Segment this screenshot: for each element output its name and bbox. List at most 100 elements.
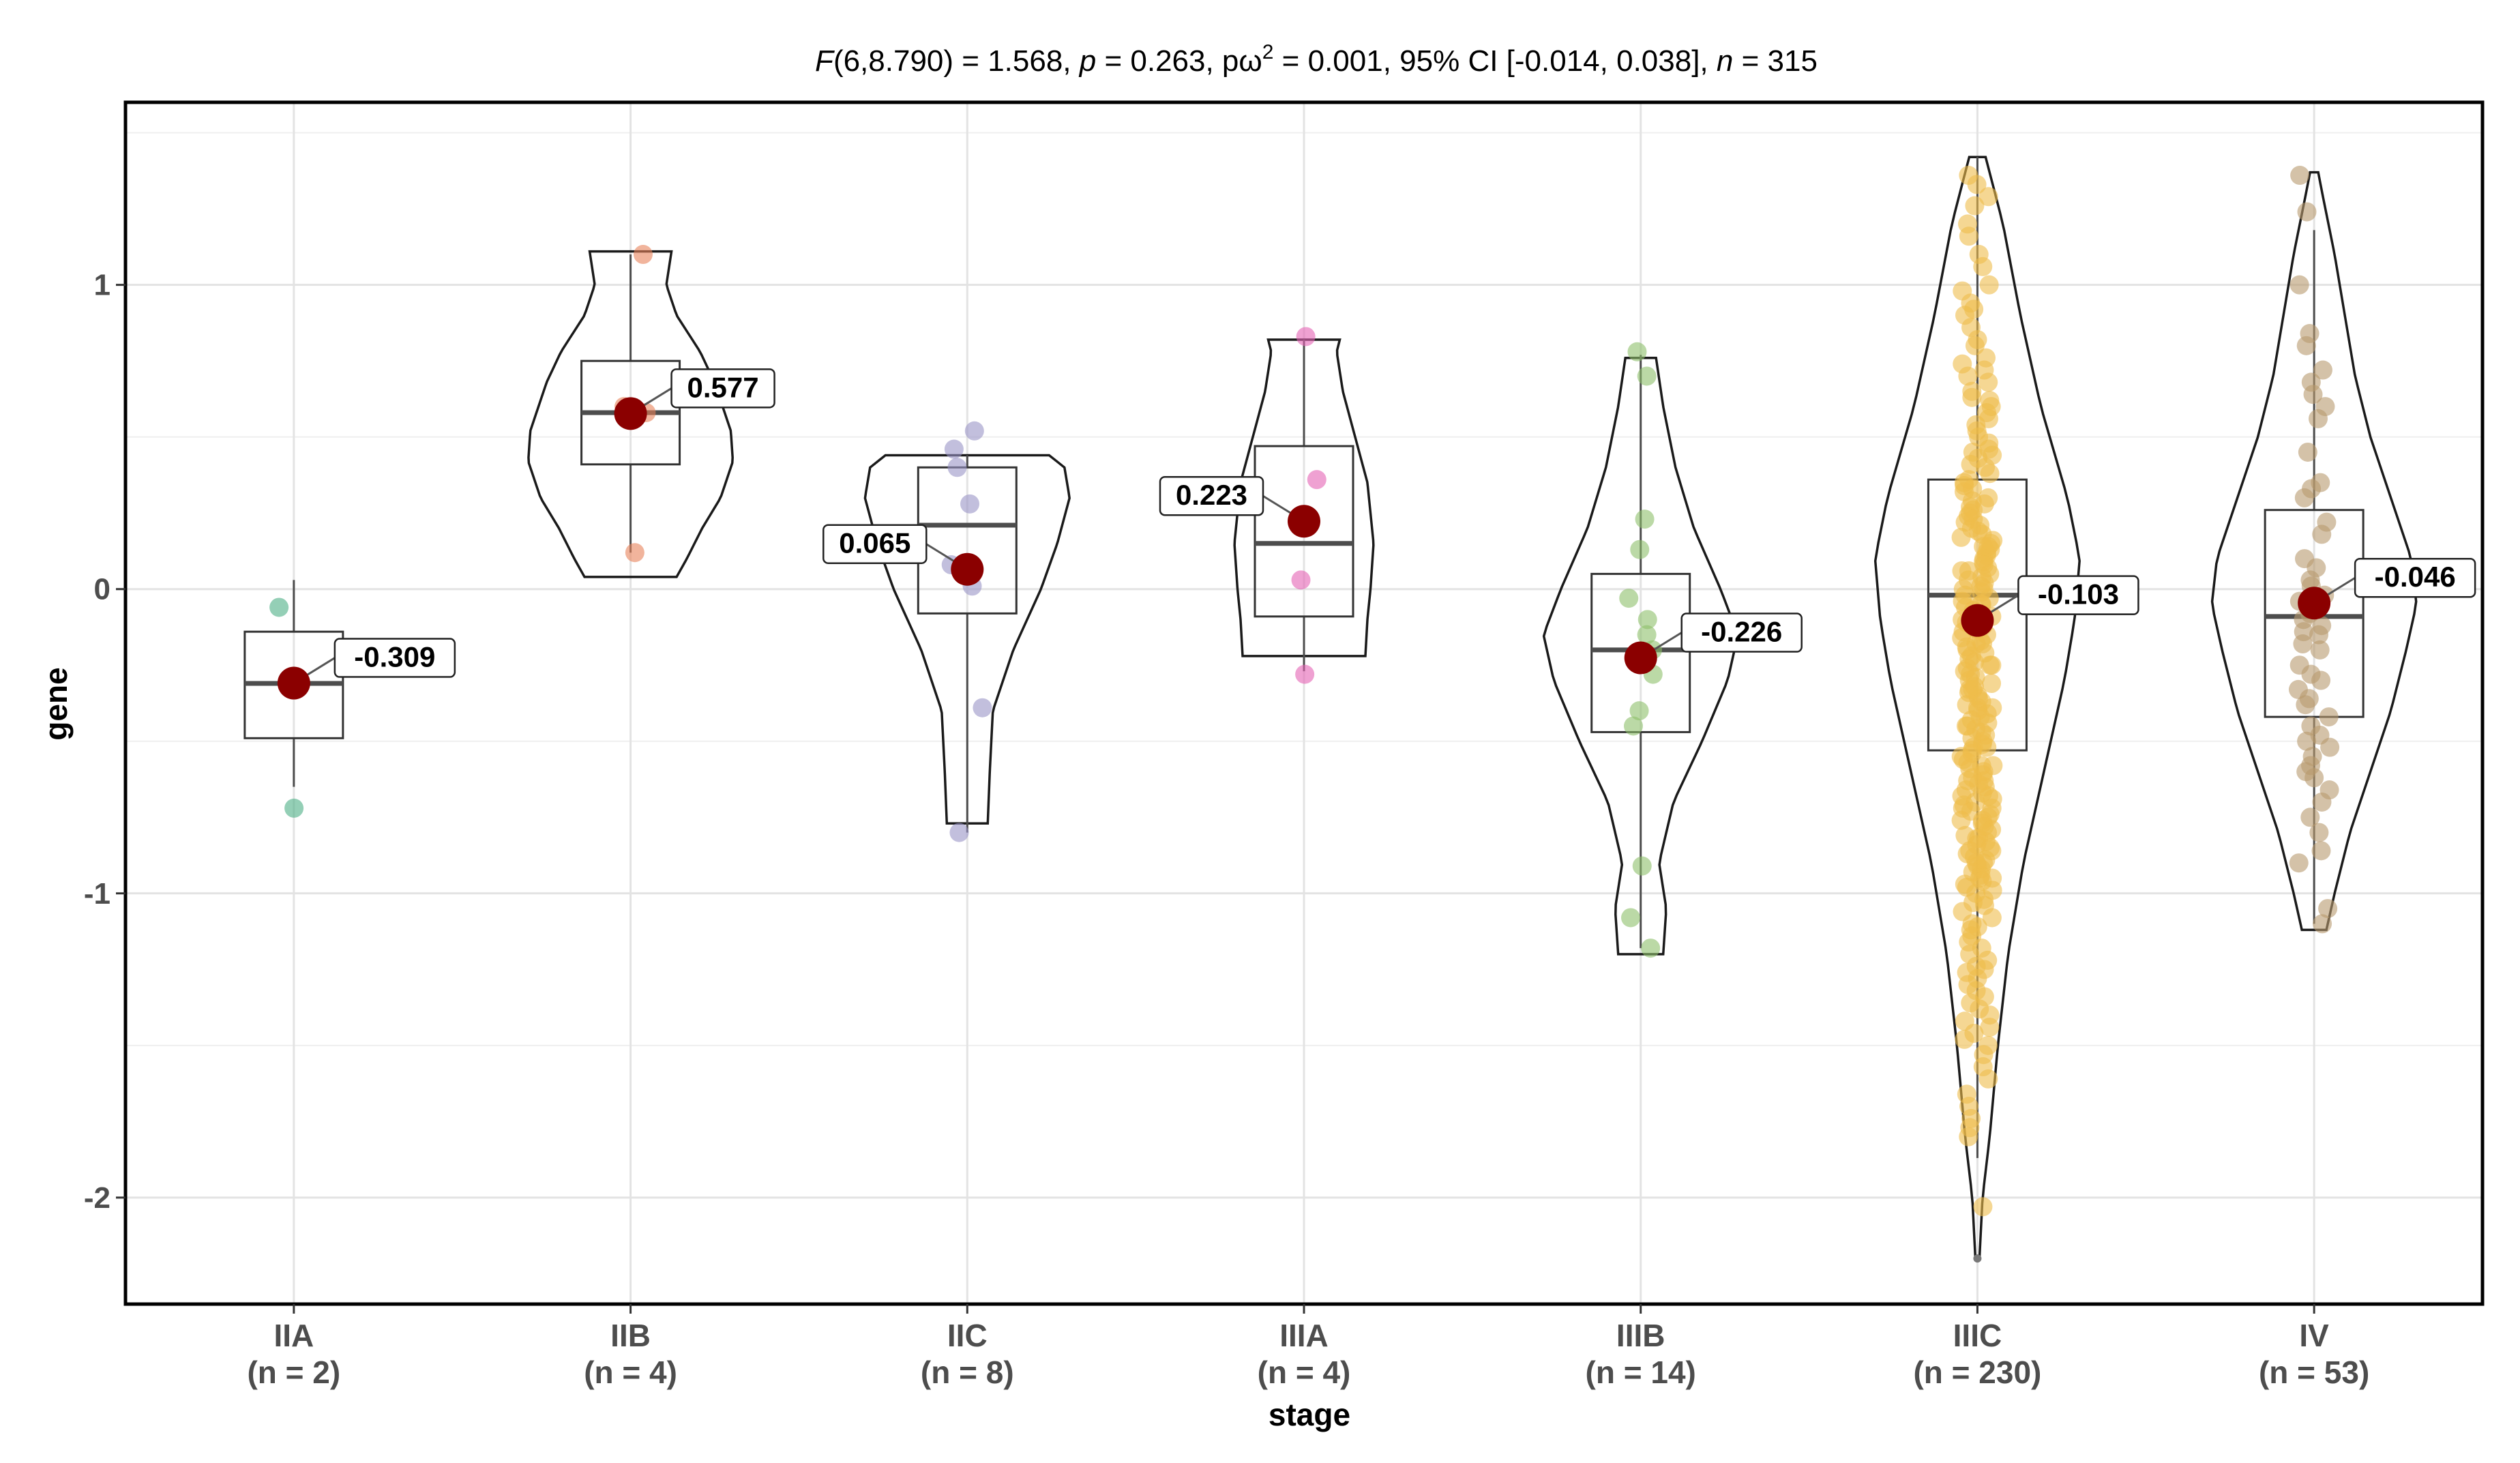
y-tick-label: -2: [84, 1181, 110, 1215]
violin-IIIB: [1542, 356, 1739, 956]
mean-label-box-IIIB: [1680, 612, 1803, 653]
data-point-IIIC: [1978, 187, 1998, 207]
data-point-IIIC: [1965, 336, 1985, 355]
data-point-IIIC: [1963, 679, 1983, 699]
mean-dot-IIIC: [1961, 604, 1994, 637]
data-point-IV: [2318, 899, 2338, 919]
data-point-IIIB: [1637, 625, 1657, 645]
mean-label-box-IIIC: [2017, 575, 2139, 615]
data-point-IIIC: [1983, 445, 2002, 465]
data-point-IIIB: [1621, 908, 1641, 928]
y-axis-ticks: -2 -1 0 1: [84, 269, 125, 1215]
mean-layer: -0.309 0.577 0.065 0.223 -0.226 -0.103 -0.046: [277, 368, 2476, 700]
effect-rest: = 0.001, 95% CI [-0.014, 0.038],: [1273, 44, 1716, 78]
data-point-IIIC: [1965, 196, 1985, 216]
data-point-IIC: [973, 698, 992, 718]
mean-label-IIIB: -0.226: [1701, 616, 1782, 648]
mean-label-IIIC: -0.103: [2038, 578, 2119, 610]
x-tick-count-label: (n = 4): [584, 1355, 677, 1390]
data-point-IIIB: [1619, 589, 1639, 608]
mean-label-box-IIIA: [1159, 475, 1264, 516]
x-tick-label: IIA: [273, 1318, 314, 1353]
data-point-IV: [2296, 695, 2315, 715]
mean-label-box-IIB: [670, 368, 775, 409]
violin-layer: [527, 156, 2418, 1260]
data-point-IV: [2320, 737, 2340, 757]
x-axis-title: stage: [1269, 1397, 1350, 1432]
data-point-IIIA: [1296, 327, 1316, 346]
data-point-IV: [2296, 762, 2316, 782]
data-point-IV: [2297, 731, 2317, 751]
data-point-IV: [2312, 792, 2332, 812]
box-IIIA: [1254, 445, 1354, 618]
x-tick-label: IIC: [947, 1318, 988, 1353]
x-tick-count-label: (n = 2): [247, 1355, 340, 1390]
data-point-IIIC: [1968, 917, 1987, 936]
data-point-IIIC: [1973, 1197, 1993, 1217]
mean-dot-IIA: [277, 666, 310, 700]
mean-dot-IIIB: [1624, 641, 1657, 675]
data-point-IIIC: [1982, 655, 2002, 675]
data-point-IIB: [625, 543, 644, 563]
data-point-IV: [2298, 442, 2317, 462]
data-point-IV: [2317, 512, 2337, 532]
x-tick-count-label: (n = 230): [1913, 1355, 2041, 1390]
data-point-IIIC: [1982, 908, 2002, 928]
data-point-IIIB: [1637, 610, 1657, 630]
mean-label-IIC: 0.065: [839, 527, 910, 559]
violin-IV: [2210, 171, 2418, 932]
data-point-IIIC: [1983, 698, 2002, 718]
mean-label-IIB: 0.577: [687, 371, 759, 403]
violin-IIIA: [1233, 338, 1375, 657]
data-point-IIIC: [1982, 798, 2002, 818]
data-point-IIIC: [1966, 853, 1986, 873]
data-point-IIA: [284, 798, 304, 818]
box-IV: [2264, 509, 2365, 718]
data-point-IV: [2296, 336, 2316, 355]
data-point-IIIC: [1978, 1069, 1998, 1089]
y-axis-title: gene: [38, 667, 74, 740]
data-point-IIIC: [1964, 299, 1984, 319]
data-point-IV: [2294, 622, 2313, 642]
data-point-IIIC: [1953, 354, 1972, 374]
data-point-IIIC: [1970, 868, 1989, 888]
x-tick-label: IIIC: [1953, 1318, 2002, 1353]
data-point-IIC: [947, 458, 967, 477]
data-point-IIIC: [1951, 810, 1971, 830]
data-point-IIB: [633, 245, 653, 265]
data-point-IIA: [269, 597, 289, 617]
effect-sup: 2: [1262, 41, 1274, 63]
x-tick-count-label: (n = 53): [2259, 1355, 2369, 1390]
data-point-IIIC: [1952, 786, 1972, 806]
data-point-IV: [2289, 275, 2309, 295]
data-point-IV: [2297, 202, 2317, 222]
mean-label-box-IV: [2354, 557, 2476, 598]
data-point-IIIC: [1963, 509, 1983, 529]
data-point-IV: [2303, 385, 2323, 404]
x-tick-count-label: (n = 4): [1258, 1355, 1351, 1390]
data-point-IIIC: [1967, 175, 1987, 194]
data-point-IIIC: [1956, 716, 1976, 736]
data-point-IIIC: [1959, 226, 1978, 246]
x-tick-label: IIIA: [1279, 1318, 1329, 1353]
data-point-IV: [2309, 823, 2329, 842]
data-point-IV: [2289, 853, 2309, 873]
data-point-IIIA: [1307, 470, 1326, 490]
data-point-IIIB: [1630, 540, 1650, 559]
data-point-IV: [2310, 640, 2330, 660]
p-value: = 0.263, p: [1096, 44, 1239, 78]
data-point-IIIC: [1978, 372, 1998, 392]
mean-dot-IV: [2298, 587, 2331, 620]
data-point-IV: [2290, 166, 2310, 186]
data-point-IIIC: [1977, 737, 1997, 757]
x-axis-ticks: IIA(n = 2)IIB(n = 4)IIC(n = 8)IIIA(n = 4…: [247, 1304, 2369, 1390]
stat-value: = 1.568,: [953, 44, 1080, 78]
mean-dot-IIIA: [1288, 505, 1320, 538]
violin-IIIC: [1873, 156, 2081, 1260]
data-point-IV: [2313, 360, 2332, 380]
data-point-IIIC: [1955, 1029, 1974, 1049]
data-point-IIIC: [1961, 454, 1981, 474]
data-point-IIIB: [1635, 509, 1655, 529]
data-point-IIIC: [1974, 771, 1994, 790]
